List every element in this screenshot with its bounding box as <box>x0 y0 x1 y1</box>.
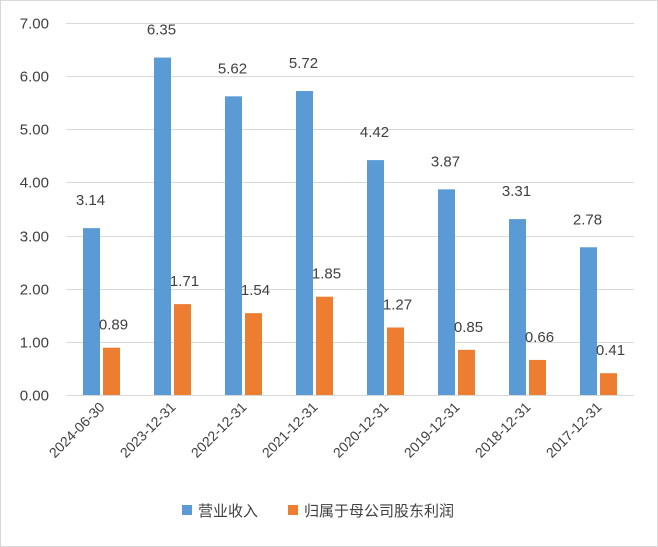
y-tick-label: 6.00 <box>20 69 49 86</box>
bar-series-1 <box>438 189 455 395</box>
bar-series-2 <box>103 347 120 395</box>
data-label-series-1: 3.14 <box>76 192 105 209</box>
bar-series-1 <box>296 91 313 395</box>
legend-label-2: 归属于母公司股东利润 <box>304 502 454 520</box>
bar-series-2 <box>529 359 546 395</box>
y-axis-ticks: 0.00 1.00 2.00 3.00 4.00 5.00 6.00 7.00 <box>20 16 49 405</box>
bars <box>83 57 617 396</box>
y-tick-label: 2.00 <box>20 282 49 299</box>
y-tick-label: 3.00 <box>20 229 49 246</box>
bar-series-1 <box>367 160 384 395</box>
y-tick-label: 1.00 <box>20 335 49 352</box>
bar-series-1 <box>154 57 171 396</box>
data-label-series-2: 0.66 <box>525 329 554 346</box>
bar-series-1 <box>580 247 597 395</box>
bar-series-2 <box>245 313 262 395</box>
data-label-series-2: 1.27 <box>383 297 412 314</box>
legend: 营业收入 归属于母公司股东利润 <box>182 502 454 520</box>
data-label-series-2: 0.85 <box>454 319 483 336</box>
watermark-text: 雪球：modest_ <box>501 519 647 543</box>
y-tick-label: 7.00 <box>20 16 49 33</box>
data-label-series-2: 1.85 <box>312 266 341 283</box>
data-label-series-2: 0.89 <box>99 317 128 334</box>
y-tick-label: 5.00 <box>20 122 49 139</box>
watermark: 雪球：modest_ <box>501 519 647 543</box>
bar-series-2 <box>600 373 617 395</box>
bar-series-1 <box>509 219 526 395</box>
bar-series-2 <box>458 349 475 395</box>
data-label-series-1: 6.35 <box>147 22 176 39</box>
data-label-series-2: 1.54 <box>241 282 270 299</box>
data-label-series-1: 5.72 <box>289 55 318 72</box>
data-label-series-1: 4.42 <box>360 124 389 141</box>
bar-series-1 <box>225 96 242 395</box>
y-tick-label: 4.00 <box>20 175 49 192</box>
data-label-series-2: 1.71 <box>170 273 199 290</box>
data-label-series-2: 0.41 <box>596 342 625 359</box>
data-label-series-1: 3.31 <box>502 183 531 200</box>
data-labels: 3.14 0.89 6.35 1.71 5.62 1.54 5.72 1.85 4.42 1.27… <box>76 22 625 360</box>
legend-swatch-1 <box>182 505 192 515</box>
bar-series-1 <box>83 228 100 395</box>
legend-swatch-2 <box>288 505 298 515</box>
bar-series-2 <box>174 304 191 395</box>
y-tick-label: 0.00 <box>20 388 49 405</box>
data-label-series-1: 5.62 <box>218 60 247 77</box>
bar-series-2 <box>316 296 333 395</box>
legend-label-1: 营业收入 <box>198 502 258 520</box>
data-label-series-1: 3.87 <box>431 153 460 170</box>
data-label-series-1: 2.78 <box>573 211 602 228</box>
bar-series-2 <box>387 327 404 395</box>
